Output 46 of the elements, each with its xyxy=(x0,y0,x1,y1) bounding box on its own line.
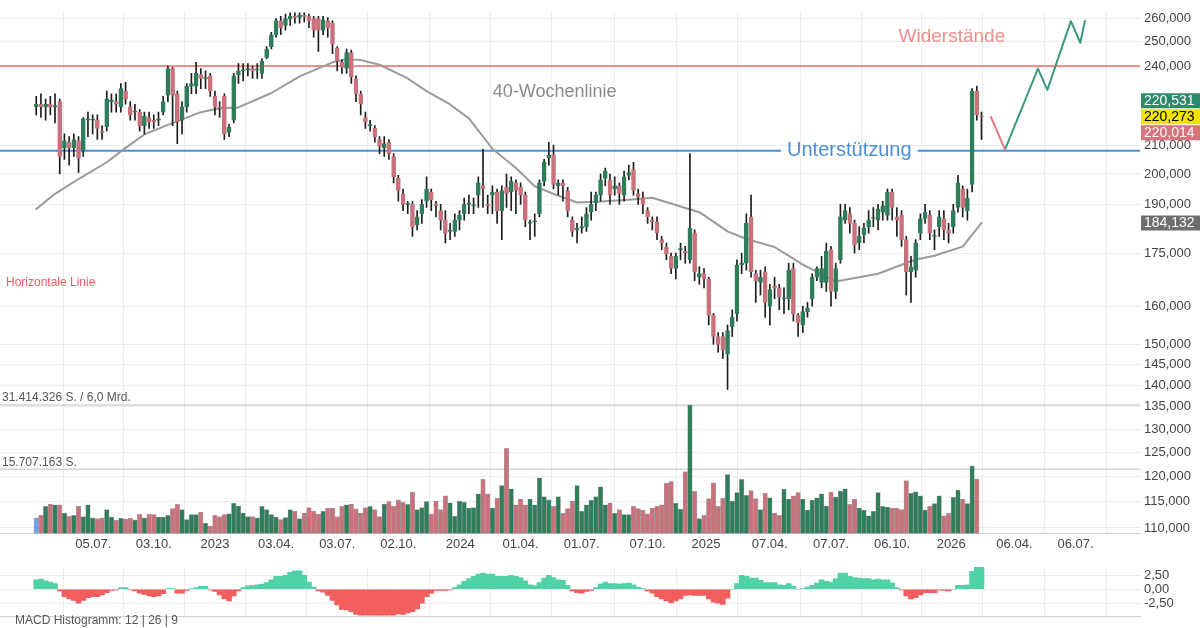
x-tick-label: 02.10. xyxy=(380,535,417,551)
x-tick-label: 03.07. xyxy=(319,535,356,551)
text: 220,273 xyxy=(1144,108,1195,125)
y-tick-label: 200,000 xyxy=(1144,165,1191,181)
y-tick-label: 160,000 xyxy=(1144,297,1191,313)
y-tick-label: 0,00 xyxy=(1144,580,1170,596)
x-tick-label: 2023 xyxy=(200,535,230,551)
y-tick-label: 130,000 xyxy=(1144,420,1191,436)
series-label: 40-Wochenlinie xyxy=(492,81,617,102)
x-tick-label: 2024 xyxy=(445,535,475,551)
y-tick-label: 140,000 xyxy=(1144,376,1191,392)
annotation: Horizontale Linie xyxy=(6,275,96,290)
y-tick-label: 150,000 xyxy=(1144,335,1191,351)
x-tick-label: 2025 xyxy=(691,535,721,551)
y-tick-label: 175,000 xyxy=(1144,244,1191,260)
y-tick-label: 120,000 xyxy=(1144,468,1191,484)
y-tick-label: 190,000 xyxy=(1144,195,1191,211)
text: MACD Histogramm: 12 | 26 | 9 xyxy=(15,613,179,628)
x-tick-label: 06.04. xyxy=(996,535,1033,551)
x-tick-label: 07.04. xyxy=(751,535,788,551)
y-tick-label: 260,000 xyxy=(1144,10,1191,26)
ref-line-label: 15.707.163 S. xyxy=(2,454,77,469)
text: 220,531 xyxy=(1144,92,1195,109)
x-tick-label: 07.07. xyxy=(812,535,850,551)
text: 184,132 xyxy=(1144,214,1195,231)
x-tick-label: 03.04. xyxy=(257,535,295,551)
y-tick-label: 145,000 xyxy=(1144,355,1191,371)
y-tick-label: -2,50 xyxy=(1144,594,1174,610)
y-tick-label: 135,000 xyxy=(1144,398,1191,414)
x-tick-label: 01.04. xyxy=(502,535,539,551)
ref-line-label: 31.414.326 S. / 6,0 Mrd. xyxy=(2,390,131,405)
y-tick-label: 2,50 xyxy=(1144,566,1170,582)
x-tick-label: 05.07. xyxy=(75,535,112,551)
y-tick-label: 115,000 xyxy=(1144,493,1191,509)
y-tick-label: 125,000 xyxy=(1144,443,1191,459)
x-tick-label: 01.07. xyxy=(563,535,600,551)
y-tick-label: 250,000 xyxy=(1144,33,1191,49)
y-tick-label: 110,000 xyxy=(1144,519,1191,535)
x-tick-label: 03.10. xyxy=(135,535,172,551)
x-tick-label: 2026 xyxy=(936,535,966,551)
ref-line-label: Widerstände xyxy=(898,25,1006,47)
x-tick-label: 06.07. xyxy=(1057,535,1094,551)
y-tick-label: 240,000 xyxy=(1144,57,1191,73)
x-tick-label: 07.10. xyxy=(629,535,666,551)
x-tick-label: 06.10. xyxy=(874,535,911,551)
ref-line-label: Unterstützung xyxy=(787,138,912,161)
